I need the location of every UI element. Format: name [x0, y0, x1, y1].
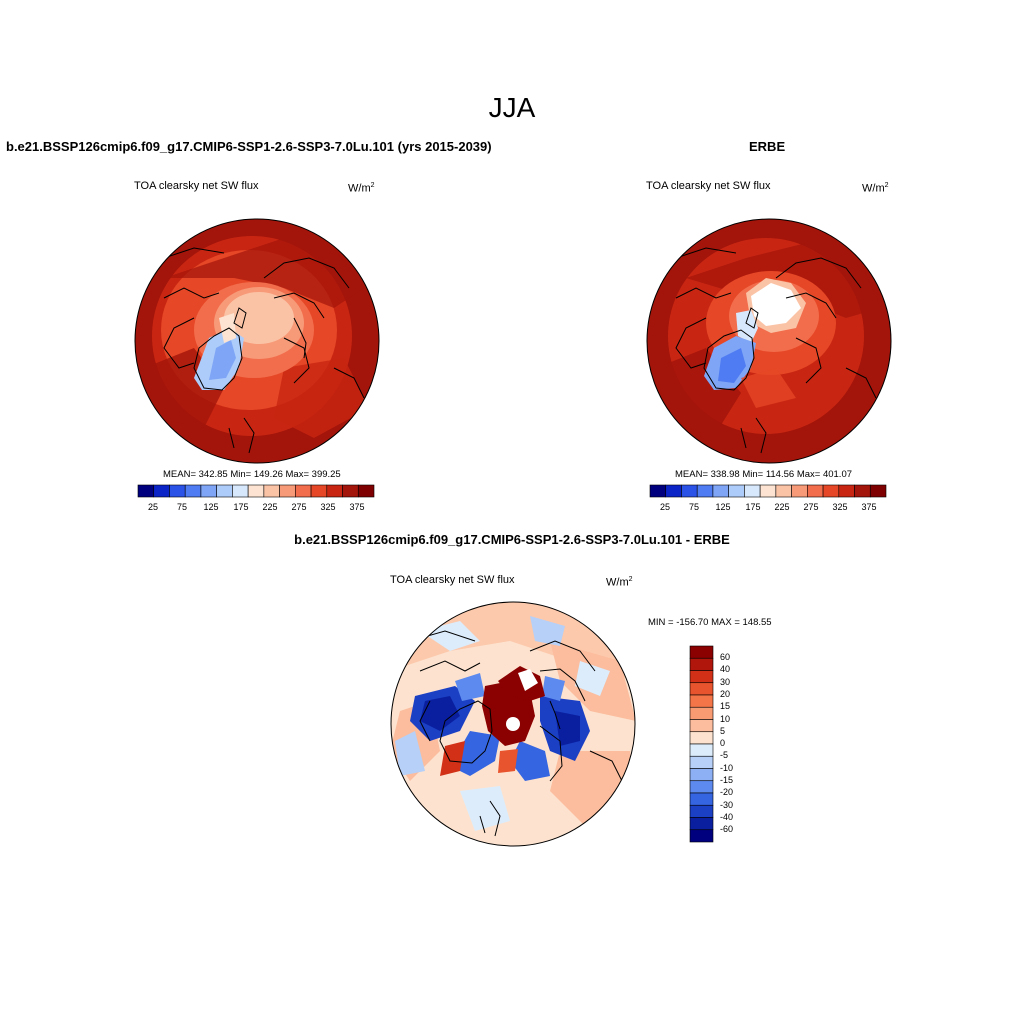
- panel3-heading: b.e21.BSSP126cmip6.f09_g17.CMIP6-SSP1-2.…: [294, 532, 730, 547]
- colorbar-diff: [689, 645, 714, 843]
- colorbar-swatch: [807, 484, 824, 498]
- colorbar-swatch: [326, 484, 343, 498]
- colorbar-swatch: [838, 484, 855, 498]
- colorbar-diff-swatch: [689, 755, 714, 769]
- colorbar-2-tick: 225: [774, 502, 790, 512]
- colorbar-diff-swatch: [689, 768, 714, 782]
- colorbar-swatch: [184, 484, 202, 498]
- colorbar-diff-tick: -5: [720, 750, 729, 761]
- colorbar-swatch: [649, 484, 667, 498]
- colorbar-swatch: [712, 484, 729, 498]
- panel3-units: W/m2: [606, 576, 633, 589]
- colorbar-swatch: [775, 484, 792, 498]
- colorbar-2-tick: 375: [861, 502, 877, 512]
- panel2-heading: ERBE: [749, 139, 786, 154]
- colorbar-swatch: [854, 484, 871, 498]
- colorbar-2: [649, 484, 887, 498]
- colorbar-swatch: [744, 484, 761, 498]
- colorbar-swatch: [822, 484, 840, 498]
- colorbar-diff-swatch: [689, 780, 714, 794]
- colorbar-swatch: [263, 484, 280, 498]
- colorbar-diff-tick: -30: [720, 799, 734, 810]
- colorbar-swatch: [232, 484, 249, 498]
- colorbar-diff-swatch: [689, 731, 714, 745]
- colorbar-diff-swatch: [689, 829, 714, 843]
- colorbar-1-labels: 25 75 125 175 225 275 325 375: [138, 502, 374, 516]
- colorbar-swatch: [279, 484, 296, 498]
- colorbar-diff-tick: 60: [720, 652, 731, 662]
- colorbar-2-tick: 125: [715, 502, 731, 512]
- panel1-stats: MEAN= 342.85 Min= 149.26 Max= 399.25: [163, 469, 341, 480]
- colorbar-swatch: [681, 484, 698, 498]
- panel2-stats: MEAN= 338.98 Min= 114.56 Max= 401.07: [675, 469, 853, 480]
- colorbar-diff-tick: 20: [720, 688, 731, 699]
- colorbar-swatch: [791, 484, 808, 498]
- colorbar-1-tick: 275: [291, 502, 307, 512]
- colorbar-diff-tick: 0: [720, 738, 726, 749]
- colorbar-diff-swatch: [689, 682, 714, 696]
- panel1-variable: TOA clearsky net SW flux: [134, 180, 259, 192]
- colorbar-diff-tick: -10: [720, 762, 734, 773]
- colorbar-diff-swatch: [689, 645, 714, 659]
- colorbar-swatch: [696, 484, 714, 498]
- colorbar-swatch: [153, 484, 170, 498]
- polar-map-1: [134, 218, 380, 464]
- colorbar-1-tick: 325: [320, 502, 336, 512]
- polar-map-2: [646, 218, 892, 464]
- colorbar-1-tick: 25: [147, 502, 158, 512]
- colorbar-diff-tick: -20: [720, 787, 734, 798]
- colorbar-diff-tick: -15: [720, 775, 734, 785]
- colorbar-diff-tick: 30: [720, 676, 731, 687]
- colorbar-diff-swatch: [689, 694, 714, 708]
- colorbar-diff-swatch: [689, 657, 714, 671]
- panel1-units: W/m2: [348, 182, 375, 195]
- colorbar-diff-swatch: [689, 817, 714, 831]
- panel3-variable: TOA clearsky net SW flux: [390, 574, 515, 586]
- colorbar-2-labels: 25 75 125 175 225 275 325 375: [650, 502, 886, 516]
- colorbar-diff-swatch: [689, 719, 714, 733]
- colorbar-swatch: [216, 484, 233, 498]
- colorbar-1-tick: 75: [176, 502, 187, 512]
- colorbar-diff-swatch: [689, 706, 714, 720]
- colorbar-swatch: [342, 484, 359, 498]
- panel3-stats: MIN = -156.70 MAX = 148.55: [648, 617, 772, 628]
- colorbar-swatch: [247, 484, 265, 498]
- colorbar-swatch: [295, 484, 312, 498]
- colorbar-diff-tick: -40: [720, 811, 734, 822]
- colorbar-1-tick: 125: [203, 502, 219, 512]
- colorbar-2-tick: 275: [803, 502, 819, 512]
- colorbar-2-tick: 75: [688, 502, 699, 512]
- colorbar-diff-swatch: [689, 670, 714, 684]
- colorbar-1-tick: 375: [349, 502, 365, 512]
- colorbar-1-tick: 225: [262, 502, 278, 512]
- colorbar-swatch: [310, 484, 328, 498]
- panel2-units: W/m2: [862, 182, 889, 195]
- colorbar-diff-tick: 40: [720, 664, 731, 675]
- colorbar-2-tick: 175: [745, 502, 761, 512]
- colorbar-diff-tick: 10: [720, 713, 731, 724]
- colorbar-swatch: [728, 484, 745, 498]
- colorbar-diff-tick: 15: [720, 701, 731, 712]
- panel2-variable: TOA clearsky net SW flux: [646, 180, 771, 192]
- colorbar-1: [137, 484, 375, 498]
- colorbar-swatch: [137, 484, 155, 498]
- panel1-heading: b.e21.BSSP126cmip6.f09_g17.CMIP6-SSP1-2.…: [6, 139, 492, 154]
- colorbar-1-tick: 175: [233, 502, 249, 512]
- colorbar-2-tick: 325: [832, 502, 848, 512]
- colorbar-swatch: [200, 484, 217, 498]
- colorbar-swatch: [759, 484, 777, 498]
- colorbar-diff-swatch: [689, 743, 714, 757]
- colorbar-swatch: [357, 484, 375, 498]
- colorbar-diff-labels: 60 40 30 20 15 10 5 0 -5 -10 -15 -20 -30…: [720, 652, 760, 842]
- colorbar-swatch: [665, 484, 682, 498]
- main-title: JJA: [488, 92, 536, 123]
- colorbar-diff-swatch: [689, 792, 714, 806]
- polar-map-3: [390, 601, 636, 847]
- colorbar-swatch: [169, 484, 186, 498]
- colorbar-swatch: [869, 484, 887, 498]
- colorbar-diff-tick: 5: [720, 725, 726, 736]
- colorbar-diff-tick: -60: [720, 824, 734, 835]
- colorbar-2-tick: 25: [659, 502, 670, 512]
- colorbar-diff-swatch: [689, 804, 714, 818]
